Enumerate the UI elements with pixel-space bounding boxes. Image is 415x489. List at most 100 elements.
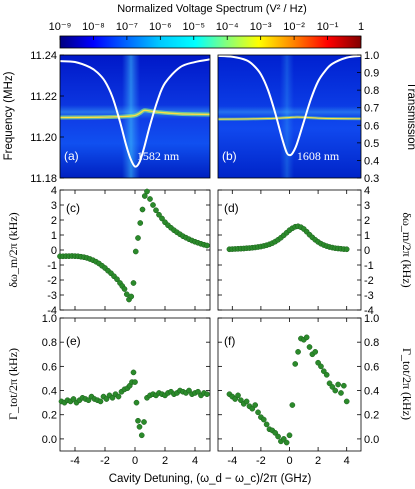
y-tick-label: 1.0 bbox=[364, 50, 379, 62]
y-tick-label: 0.0 bbox=[42, 434, 57, 446]
x-tick-label: 0 bbox=[132, 455, 138, 467]
y-ticks-d-right: -4 -3 -2 -1 0 1 2 3 4 bbox=[357, 185, 374, 317]
y-tick-label: -4 bbox=[364, 305, 374, 317]
data-point bbox=[130, 280, 137, 286]
data-point bbox=[153, 207, 159, 214]
x-tick-label: 2 bbox=[315, 455, 321, 467]
y-tick-label: 0.4 bbox=[42, 386, 57, 398]
data-point bbox=[332, 387, 339, 394]
data-point bbox=[255, 409, 261, 416]
y-ticks-a: 11.18 11.20 11.22 11.24 bbox=[30, 50, 64, 185]
data-point bbox=[115, 393, 122, 400]
y-tick-label: -2 bbox=[364, 275, 374, 287]
colorbar-tick-label: 10⁻⁹ bbox=[49, 21, 72, 33]
y-tick-label: 2 bbox=[364, 215, 370, 227]
data-point bbox=[123, 291, 130, 298]
y-axis-title-a: Frequency (MHz) bbox=[3, 71, 15, 160]
data-point bbox=[303, 334, 310, 341]
y-tick-label: -3 bbox=[364, 290, 374, 302]
data-point bbox=[135, 417, 141, 424]
x-tick-marks bbox=[231, 190, 348, 310]
data-point bbox=[85, 397, 92, 404]
y-tick-label: 0.3 bbox=[364, 173, 379, 185]
scatter-d-points bbox=[226, 223, 350, 253]
panel-label-b: (b) bbox=[222, 149, 237, 163]
data-point bbox=[286, 432, 293, 439]
y-tick-label: 0.4 bbox=[364, 155, 379, 167]
data-point bbox=[141, 193, 148, 199]
panel-label-f: (f) bbox=[224, 334, 235, 348]
data-point bbox=[138, 432, 145, 439]
y-tick-label: 1.0 bbox=[42, 313, 57, 325]
scatter-f-points bbox=[226, 334, 350, 446]
y-tick-label: 11.22 bbox=[30, 91, 57, 103]
y-tick-label: 3 bbox=[364, 200, 370, 212]
data-point bbox=[204, 391, 210, 398]
y-tick-label: 4 bbox=[51, 185, 57, 197]
y-tick-label: 2 bbox=[51, 215, 57, 227]
data-point bbox=[260, 416, 267, 423]
data-point bbox=[343, 246, 350, 253]
panel-d: (d) -4 -3 -2 -1 0 1 2 3 4 δω_m/2π (kHz) bbox=[217, 185, 414, 317]
minor-ticks bbox=[218, 317, 222, 440]
colorbar-tick-label: 10⁻⁸ bbox=[82, 21, 105, 33]
data-point bbox=[306, 344, 313, 350]
y-tick-label: 0.6 bbox=[364, 361, 379, 373]
panel-f: (f) 0.0 0.2 0.4 0.6 0.8 1.0 -4 -2 0 2 4 Γ_tot/2π … bbox=[217, 313, 414, 467]
y-tick-label: 0.6 bbox=[364, 120, 379, 132]
x-tick-label: -4 bbox=[227, 455, 237, 467]
y-tick-label: -1 bbox=[47, 260, 57, 272]
x-ticks-e: -4 -2 0 2 4 bbox=[70, 455, 198, 467]
colorbar-tick-labels: 10⁻⁹ 10⁻⁸ 10⁻⁷ 10⁻⁶ 10⁻⁵ 10⁻⁴ 10⁻³ 10⁻² 10⁻¹ 1 bbox=[49, 21, 364, 33]
data-point bbox=[128, 293, 135, 300]
y-tick-label: 0 bbox=[51, 245, 57, 257]
data-point bbox=[132, 248, 139, 255]
y-ticks-e: 0.0 0.2 0.4 0.6 0.8 1.0 bbox=[42, 313, 64, 446]
data-point bbox=[150, 202, 156, 208]
x-tick-label: 4 bbox=[192, 455, 198, 467]
y-ticks-c: -4 -3 -2 -1 0 1 2 3 4 bbox=[47, 185, 64, 317]
y-tick-label: 1 bbox=[51, 230, 57, 242]
y-axis-title-e: Γ_tot/2π (kHz) bbox=[6, 348, 20, 420]
y-axis-title-f-right: Γ_tot/2π (kHz) bbox=[400, 348, 414, 420]
x-tick-label: 0 bbox=[286, 455, 292, 467]
data-point bbox=[343, 398, 350, 405]
y-tick-label: 1 bbox=[364, 230, 370, 242]
panel-a: (a) 1582 nm 11.18 11.20 11.22 11.24 Frequen… bbox=[3, 50, 211, 185]
data-point bbox=[318, 363, 324, 370]
data-point bbox=[186, 387, 192, 394]
data-point bbox=[109, 394, 116, 401]
colorbar-tick-label: 1 bbox=[358, 21, 364, 33]
x-tick-label: -2 bbox=[256, 455, 266, 467]
data-point bbox=[137, 220, 144, 226]
colorbar-tick-label: 10⁻⁵ bbox=[182, 21, 205, 33]
y-axis-title-d-right: δω_m/2π (kHz) bbox=[400, 212, 414, 287]
data-point bbox=[156, 211, 162, 218]
data-point bbox=[136, 423, 143, 430]
scatter-e-points bbox=[58, 369, 210, 439]
y-ticks-f-right: 0.0 0.2 0.4 0.6 0.8 1.0 bbox=[357, 313, 379, 446]
wavelength-label-b: 1608 nm bbox=[297, 149, 340, 163]
data-point bbox=[295, 349, 301, 355]
panel-label-c: (c) bbox=[66, 201, 80, 215]
y-ticks-b-right: 0.3 0.4 0.5 0.6 0.7 0.8 0.9 1.0 bbox=[357, 50, 379, 185]
panel-b: (b) 1608 nm 0.3 0.4 0.5 0.6 0.7 0.8 0.9 1.0 Tra… bbox=[217, 50, 415, 185]
y-tick-label: 0.8 bbox=[364, 337, 379, 349]
y-tick-label: 0.2 bbox=[42, 410, 57, 422]
y-tick-label: 11.18 bbox=[30, 173, 57, 185]
y-tick-label: 0.2 bbox=[364, 410, 379, 422]
y-tick-label: 3 bbox=[51, 200, 57, 212]
y-tick-label: 11.20 bbox=[30, 132, 57, 144]
x-tick-marks bbox=[74, 190, 196, 310]
data-point bbox=[312, 349, 319, 355]
y-tick-label: 0.6 bbox=[42, 361, 57, 373]
data-point bbox=[144, 188, 150, 195]
colorbar-title: Normalized Voltage Spectrum (V² / Hz) bbox=[117, 3, 307, 15]
data-point bbox=[132, 379, 138, 385]
heatmap-a-features bbox=[60, 55, 210, 178]
y-tick-label: 0.5 bbox=[364, 138, 379, 150]
x-tick-marks bbox=[74, 318, 196, 451]
data-point bbox=[292, 361, 299, 367]
panel-c: (c) -4 -3 -2 -1 0 1 2 3 4 δω_m/2π (kHz) bbox=[6, 185, 211, 317]
